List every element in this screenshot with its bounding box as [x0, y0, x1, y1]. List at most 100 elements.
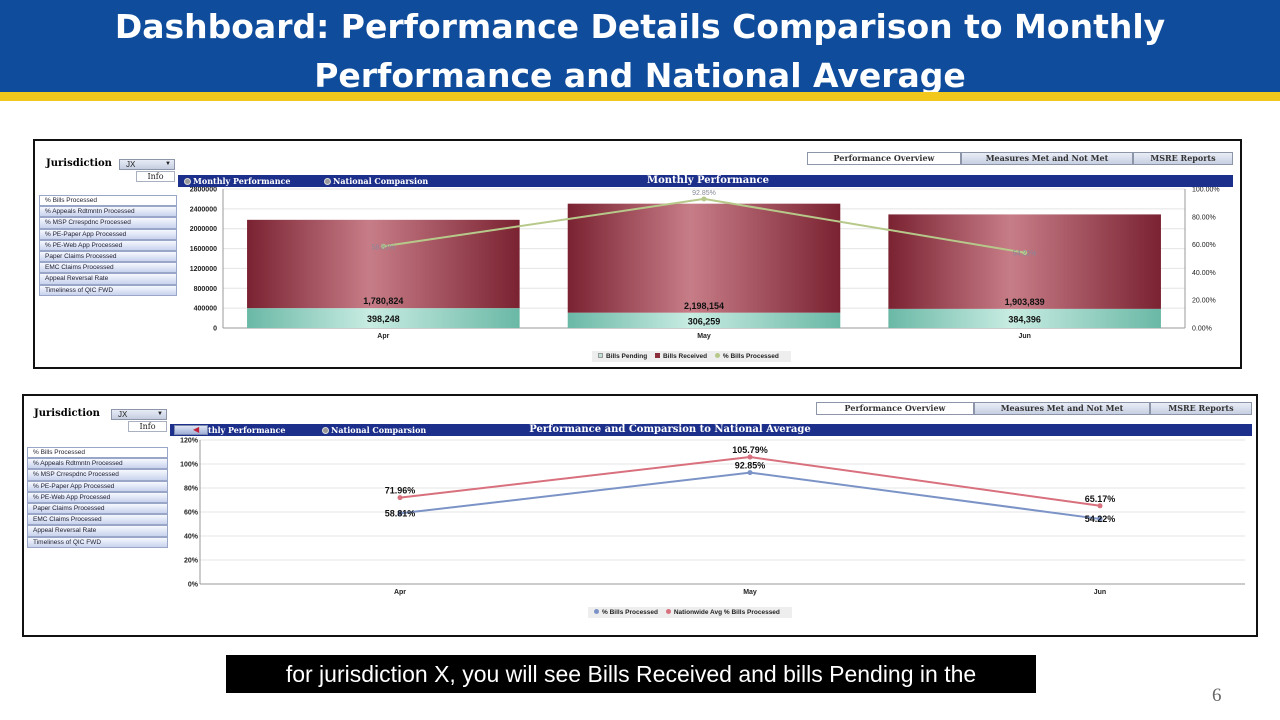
y-tick-label: 60%: [184, 510, 199, 517]
point-nationwide-avg: [397, 495, 403, 501]
y-tick-label: 80%: [184, 486, 199, 493]
jurisdiction-label: Jurisdiction: [34, 408, 100, 419]
info-button[interactable]: Info: [136, 171, 175, 182]
radio-national-comparison[interactable]: National Comparsion: [324, 175, 428, 187]
chevron-down-icon: ▼: [165, 161, 171, 167]
radio-national-label: National Comparsion: [333, 176, 429, 186]
menu-item[interactable]: % PE-Web App Processed: [39, 239, 177, 251]
national-comparison-panel: Jurisdiction JX ▼ Info % Bills Processed…: [22, 394, 1258, 637]
y-tick-label: 0: [213, 326, 217, 333]
menu-item[interactable]: % MSP Crrespdnc Processed: [27, 469, 168, 481]
menu-item[interactable]: % Appeals Rdtmntn Processed: [27, 458, 168, 470]
bar-bills-received: [888, 214, 1161, 309]
y2-tick-label: 0.00%: [1192, 326, 1212, 333]
menu-item[interactable]: Timeliness of QIC FWD: [39, 284, 177, 296]
menu-item[interactable]: % MSP Crrespdnc Processed: [39, 217, 177, 229]
data-label-bills-received: 2,198,154: [684, 301, 724, 311]
x-tick-label: Jun: [1018, 333, 1030, 340]
slide-header: Dashboard: Performance Details Compariso…: [0, 0, 1280, 95]
tab-msre-reports[interactable]: MSRE Reports: [1150, 402, 1252, 415]
slide-title: Dashboard: Performance Details Compariso…: [0, 2, 1280, 100]
monthly-performance-panel: Jurisdiction JX ▼ Info % Bills Processed…: [33, 139, 1242, 369]
jurisdiction-value: JX: [118, 410, 128, 419]
x-tick-label: May: [697, 333, 711, 340]
data-label-bills-received: 1,903,839: [1005, 297, 1045, 307]
y2-tick-label: 100.00%: [1192, 187, 1220, 194]
x-tick-label: May: [743, 589, 757, 596]
menu-item[interactable]: EMC Claims Processed: [27, 514, 168, 526]
monthly-performance-chart: 2800000 2400000 2000000 1600000 1200000 80000…: [190, 187, 1220, 340]
y-tick-label: 20%: [184, 558, 199, 565]
menu-item[interactable]: % PE-Paper App Processed: [39, 228, 177, 240]
y-tick-label: 0%: [188, 582, 199, 589]
tab-bar: Performance Overview Measures Met and No…: [807, 152, 1233, 165]
legend-pct-bills-processed: % Bills Processed: [594, 609, 658, 616]
header-stripe: [0, 92, 1280, 101]
y-tick-label: 100%: [180, 462, 199, 469]
menu-item[interactable]: Appeal Reversal Rate: [39, 273, 177, 285]
menu-item[interactable]: Paper Claims Processed: [39, 250, 177, 263]
chart-title: Monthly Performance: [647, 175, 769, 186]
menu-item[interactable]: % PE-Web App Processed: [27, 491, 168, 503]
point-pct-bills-processed: [397, 510, 403, 516]
info-button[interactable]: Info: [128, 421, 167, 432]
menu-item[interactable]: % PE-Paper App Processed: [27, 480, 168, 492]
bar-bills-pending: [567, 312, 841, 328]
y2-tick-label: 40.00%: [1192, 270, 1216, 277]
radio-monthly-performance[interactable]: Monthly Performance: [188, 424, 286, 436]
jurisdiction-select[interactable]: JX ▼: [119, 159, 175, 170]
jurisdiction-value: JX: [126, 160, 136, 169]
y-tick-label: 120%: [180, 438, 199, 445]
menu-item[interactable]: % Appeals Rdtmntn Processed: [39, 206, 177, 218]
data-label-bills-pending: 306,259: [688, 316, 721, 326]
menu-item[interactable]: Timeliness of QIC FWD: [27, 536, 168, 548]
tab-performance-overview[interactable]: Performance Overview: [807, 152, 961, 165]
legend-label: Bills Received: [662, 353, 708, 360]
legend-bills-received: Bills Received: [654, 353, 708, 360]
point-nationwide-avg: [1097, 503, 1103, 509]
tab-measures-met[interactable]: Measures Met and Not Met: [961, 152, 1133, 165]
chart-legend: Bills Pending Bills Received % Bills Pro…: [592, 351, 791, 362]
data-label-bills-pending: 384,396: [1008, 314, 1041, 324]
tab-msre-reports[interactable]: MSRE Reports: [1133, 152, 1233, 165]
data-label-nationwide-avg: 105.79%: [732, 445, 768, 455]
legend-label: Bills Pending: [606, 353, 648, 360]
point-nationwide-avg: [747, 454, 753, 460]
radio-monthly-performance[interactable]: Monthly Performance: [184, 175, 291, 187]
tab-measures-met[interactable]: Measures Met and Not Met: [974, 402, 1150, 415]
x-tick-label: Apr: [377, 333, 389, 340]
radio-national-comparison[interactable]: National Comparsion: [322, 424, 426, 436]
x-tick-label: Jun: [1094, 589, 1106, 596]
measure-menu: % Bills Processed% Appeals Rdtmntn Proce…: [27, 447, 168, 548]
radio-monthly-label: Monthly Performance: [188, 425, 286, 435]
bar-bills-received: [247, 219, 520, 309]
data-label-bills-received: 1,780,824: [363, 296, 403, 306]
y2-tick-label: 20.00%: [1192, 298, 1216, 305]
y-tick-label: 1200000: [190, 266, 217, 273]
legend-label: % Bills Processed: [602, 609, 658, 616]
menu-item[interactable]: % Bills Processed: [27, 447, 168, 459]
collapse-toggle[interactable]: ◀: [174, 425, 208, 435]
data-label-bills-pending: 398,248: [367, 314, 400, 324]
national-comparison-chart: 120% 100% 80% 60% 40% 20% 0% Apr May Jun 58.81% 92.…: [180, 438, 1245, 596]
jurisdiction-label: Jurisdiction: [46, 158, 112, 169]
point-pct-bills-processed: [1022, 250, 1028, 256]
page-number: 6: [1212, 685, 1222, 706]
y2-tick-label: 60.00%: [1192, 242, 1216, 249]
y-tick-label: 2400000: [190, 206, 217, 213]
radio-dot-icon: [184, 178, 191, 185]
menu-item[interactable]: EMC Claims Processed: [39, 262, 177, 274]
legend-label: % Bills Processed: [722, 353, 779, 360]
chart-title: Performance and Comparsion to National A…: [529, 424, 811, 435]
tab-bar: Performance Overview Measures Met and No…: [816, 402, 1252, 415]
menu-item[interactable]: % Bills Processed: [39, 195, 177, 207]
menu-item[interactable]: Paper Claims Processed: [27, 502, 168, 515]
tab-performance-overview[interactable]: Performance Overview: [816, 402, 974, 415]
arrow-icon: ◀: [193, 425, 200, 434]
menu-item[interactable]: Appeal Reversal Rate: [27, 525, 168, 537]
jurisdiction-select[interactable]: JX ▼: [111, 409, 167, 420]
data-label-pct-bills-processed: 92.85%: [692, 190, 716, 197]
chevron-down-icon: ▼: [157, 411, 163, 417]
bar-bills-pending: [247, 308, 520, 328]
data-label-pct-bills-processed: 58.81%: [371, 244, 395, 251]
